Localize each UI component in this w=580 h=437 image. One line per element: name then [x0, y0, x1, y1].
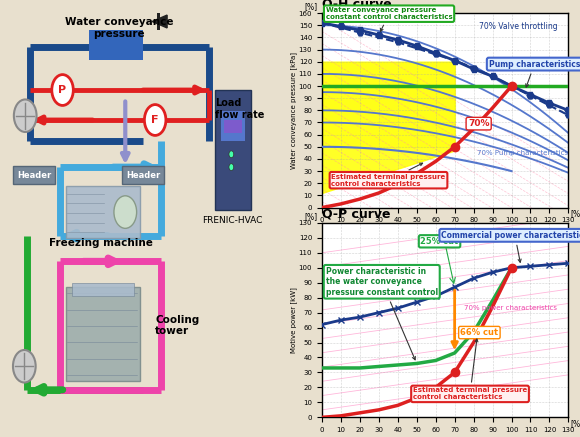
Circle shape: [229, 151, 234, 158]
Circle shape: [114, 196, 137, 229]
Text: Water conveyance
pressure: Water conveyance pressure: [65, 17, 173, 39]
Circle shape: [144, 104, 166, 135]
Bar: [221, 111, 245, 142]
Text: P: P: [59, 85, 67, 95]
Text: Header: Header: [126, 171, 160, 180]
X-axis label: Load flow rate [m³/h]: Load flow rate [m³/h]: [405, 436, 485, 437]
Text: Estimated terminal pressure
control characteristics: Estimated terminal pressure control char…: [331, 163, 445, 187]
Text: Header: Header: [17, 171, 51, 180]
Text: Freezing machine: Freezing machine: [49, 238, 153, 248]
Text: [%]: [%]: [571, 209, 580, 218]
Y-axis label: Motive power [kW]: Motive power [kW]: [291, 287, 298, 353]
Polygon shape: [152, 15, 167, 28]
Text: Cooling
tower: Cooling tower: [155, 315, 200, 336]
X-axis label: Load flow rate [m³/h]: Load flow rate [m³/h]: [405, 226, 485, 235]
Bar: [66, 186, 140, 238]
Text: 70% power characteristics: 70% power characteristics: [464, 305, 557, 311]
Bar: [122, 166, 164, 184]
Circle shape: [14, 100, 37, 132]
Text: Estimated terminal pressure
control characteristics: Estimated terminal pressure control char…: [413, 339, 527, 400]
Text: FRENIC-HVAC: FRENIC-HVAC: [202, 216, 263, 225]
Text: Load
flow rate: Load flow rate: [215, 98, 264, 120]
Text: [%]: [%]: [304, 2, 318, 11]
Y-axis label: Water conveyance pressure [kPa]: Water conveyance pressure [kPa]: [291, 52, 298, 169]
Text: 66% cut: 66% cut: [461, 328, 498, 337]
Text: 70% Valve throttling: 70% Valve throttling: [479, 22, 558, 31]
Bar: [89, 30, 143, 60]
Text: Pump characteristics: Pump characteristics: [489, 59, 580, 87]
Text: 70%: 70%: [468, 119, 490, 128]
Bar: [13, 166, 55, 184]
Text: 70% Pump characteristics: 70% Pump characteristics: [477, 150, 568, 156]
Text: 25% cut: 25% cut: [420, 237, 459, 246]
Text: Q-P curve: Q-P curve: [322, 207, 390, 220]
Circle shape: [13, 350, 36, 382]
Bar: [71, 283, 134, 295]
Text: Q-H curve: Q-H curve: [322, 0, 392, 10]
Text: Power characteristic in
the water conveyance
pressure constant control: Power characteristic in the water convey…: [326, 267, 438, 360]
Text: Commercial power characteristics: Commercial power characteristics: [441, 231, 580, 262]
Text: [%]: [%]: [571, 419, 580, 428]
Bar: [157, 13, 160, 30]
Text: [%]: [%]: [304, 212, 318, 221]
Text: F: F: [151, 115, 159, 125]
Text: Water conveyance pressure
constant control characteristics: Water conveyance pressure constant contr…: [326, 7, 452, 31]
Circle shape: [52, 75, 73, 105]
Bar: [215, 90, 251, 210]
Bar: [224, 120, 242, 133]
Bar: [66, 287, 140, 381]
Circle shape: [229, 164, 234, 170]
